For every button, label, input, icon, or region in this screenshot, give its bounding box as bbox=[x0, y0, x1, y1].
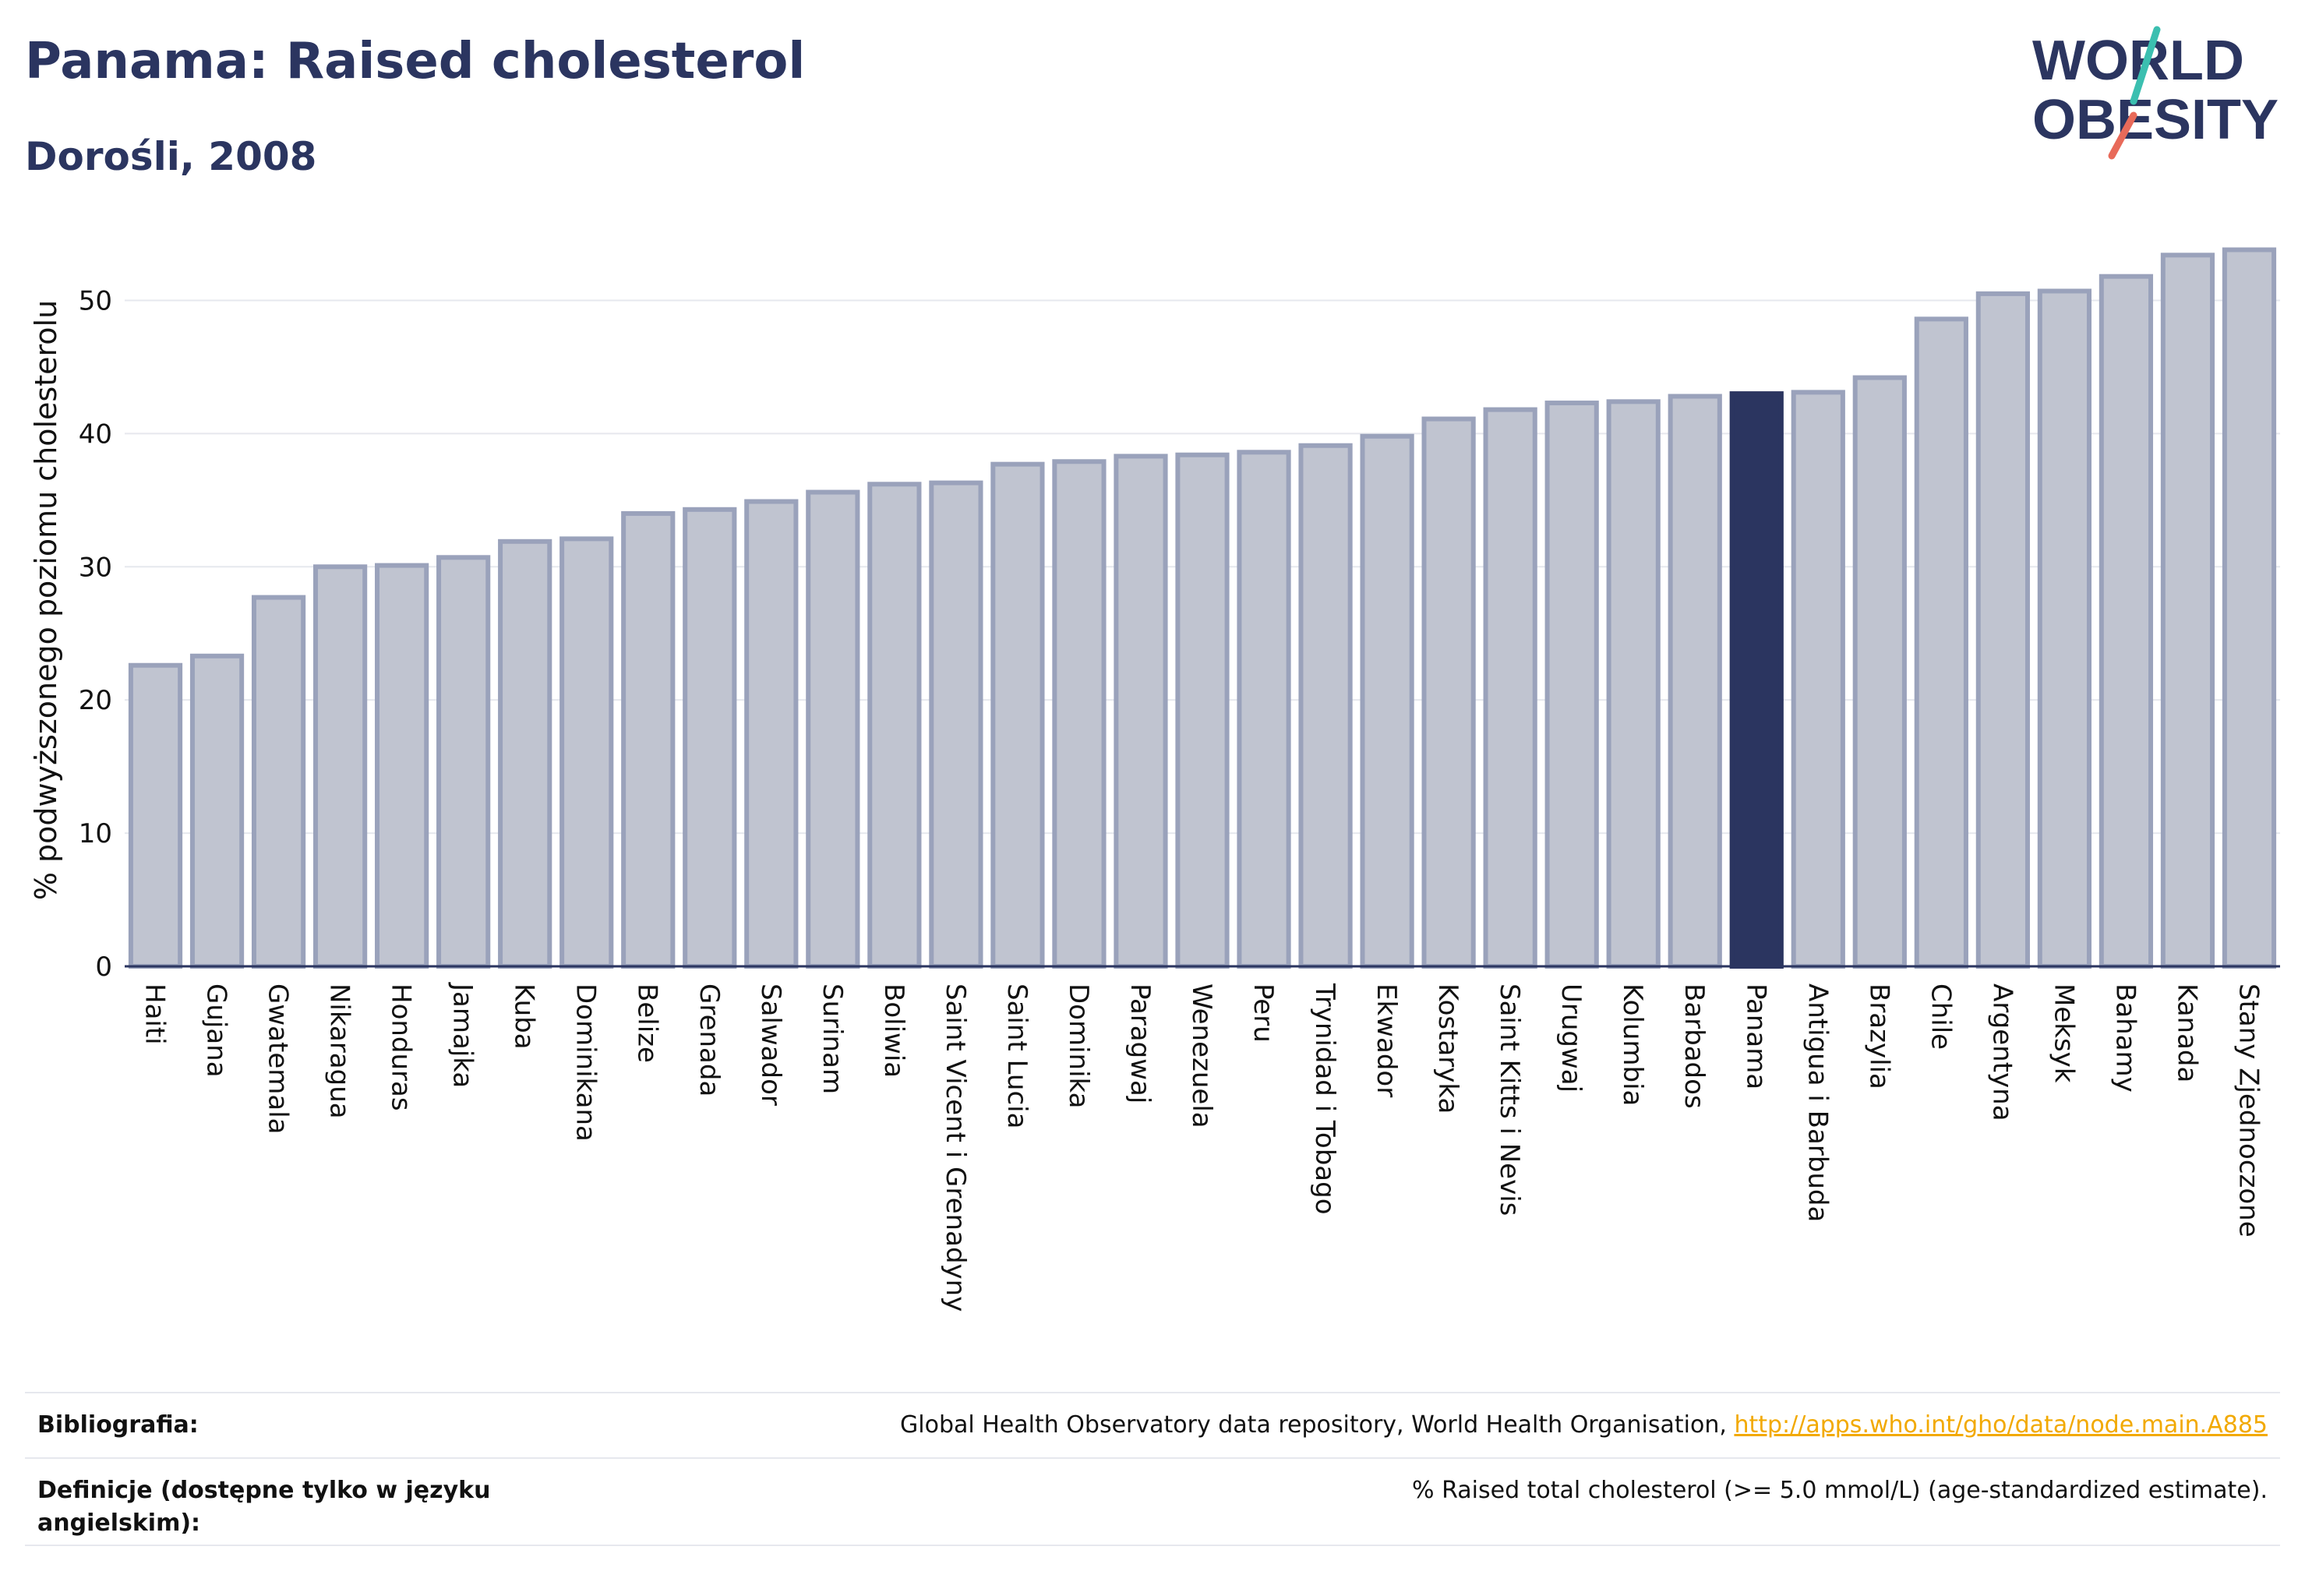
bar bbox=[1237, 450, 1291, 969]
bar bbox=[251, 595, 306, 969]
bar bbox=[867, 482, 922, 969]
bar bbox=[312, 564, 368, 969]
bar bbox=[990, 461, 1045, 969]
x-tick-label: Boliwia bbox=[878, 983, 909, 1078]
bar bbox=[1421, 416, 1476, 969]
y-tick-label: 0 bbox=[95, 952, 112, 983]
bibliography-value: Global Health Observatory data repositor… bbox=[900, 1409, 2268, 1442]
x-tick-label: Paragwaj bbox=[1124, 983, 1156, 1103]
x-tick-label: Brazylia bbox=[1863, 983, 1894, 1089]
x-tick-label: Belize bbox=[632, 983, 663, 1063]
x-tick-label: Bahamy bbox=[2109, 983, 2141, 1093]
x-tick-label: Kostaryka bbox=[1432, 983, 1463, 1114]
y-tick-label: 50 bbox=[79, 285, 112, 316]
x-tick-label: Kuba bbox=[509, 983, 540, 1050]
bar-chart: 0 10 20 30 40 50 % podwyższonego poziomu chole… bbox=[29, 247, 2280, 1312]
y-axis-label: % podwyższonego poziomu cholesterolu bbox=[29, 300, 63, 900]
y-tick-label: 10 bbox=[79, 818, 112, 849]
bibliography-text: Global Health Observatory data repositor… bbox=[900, 1411, 1735, 1439]
bar bbox=[375, 563, 429, 969]
x-tick-label: Haiti bbox=[139, 983, 171, 1045]
bar bbox=[1175, 452, 1230, 969]
x-tick-label: Wenezuela bbox=[1186, 983, 1217, 1128]
bar bbox=[1360, 433, 1414, 969]
x-tick-label: Meksyk bbox=[2048, 983, 2079, 1083]
footer-bottom-divider bbox=[25, 1545, 2280, 1548]
bar bbox=[2222, 247, 2277, 969]
bar bbox=[1483, 407, 1537, 969]
bar bbox=[683, 507, 737, 969]
x-tick-label: Chile bbox=[1925, 983, 1956, 1050]
x-tick-label: Jamajka bbox=[447, 982, 478, 1088]
bibliography-label: Bibliografia: bbox=[37, 1411, 199, 1439]
bar bbox=[128, 662, 183, 969]
x-tick-label: Peru bbox=[1248, 983, 1279, 1043]
bar bbox=[1914, 316, 1968, 969]
bar bbox=[1544, 401, 1599, 969]
y-tick-label: 40 bbox=[79, 418, 112, 450]
bar bbox=[1114, 454, 1168, 969]
bar bbox=[1852, 375, 1907, 969]
bar bbox=[1791, 390, 1845, 969]
x-tick-label: Surinam bbox=[817, 983, 848, 1094]
x-tick-label: Urugwaj bbox=[1555, 983, 1587, 1093]
bar bbox=[744, 499, 799, 969]
definitions-value: % Raised total cholesterol (>= 5.0 mmol/… bbox=[1412, 1477, 2268, 1504]
x-tick-label: Kanada bbox=[2171, 983, 2202, 1082]
x-tick-label: Gujana bbox=[201, 983, 232, 1078]
bar bbox=[189, 653, 245, 969]
bar bbox=[2099, 274, 2154, 969]
x-tick-label: Gwatemala bbox=[263, 983, 294, 1134]
bar bbox=[436, 555, 491, 969]
bar bbox=[1668, 394, 1722, 969]
x-tick-label: Saint Vicent i Grenadyny bbox=[940, 983, 971, 1312]
x-tick-label: Saint Lucia bbox=[1001, 983, 1032, 1128]
bar bbox=[621, 510, 676, 969]
x-tick-label: Nikaragua bbox=[324, 983, 355, 1119]
x-tick-label: Grenada bbox=[694, 983, 725, 1096]
x-tick-label: Ekwador bbox=[1371, 983, 1402, 1097]
y-tick-label: 30 bbox=[79, 552, 112, 583]
bibliography-link[interactable]: http://apps.who.int/gho/data/node.main.A… bbox=[1734, 1411, 2268, 1439]
bar bbox=[2037, 288, 2092, 969]
bibliography-row: Bibliografia: Global Health Observatory … bbox=[25, 1392, 2280, 1457]
x-tick-label: Salwador bbox=[755, 983, 786, 1106]
x-tick-label: Antigua i Barbuda bbox=[1802, 983, 1833, 1222]
x-tick-label: Saint Kitts i Nevis bbox=[1494, 983, 1525, 1216]
x-tick-label: Kolumbia bbox=[1617, 983, 1648, 1106]
bar bbox=[1729, 391, 1784, 969]
x-tick-label: Dominikana bbox=[570, 983, 602, 1142]
bar bbox=[1975, 291, 2030, 969]
x-tick-label: Argentyna bbox=[1986, 983, 2017, 1121]
logo-slash-red bbox=[2108, 111, 2137, 160]
x-tick-label: Barbados bbox=[1678, 983, 1710, 1109]
bar bbox=[929, 480, 983, 969]
definitions-row: Definicje (dostępne tylko w języku angie… bbox=[25, 1457, 2280, 1545]
x-tick-label: Trynidad i Tobago bbox=[1309, 983, 1340, 1215]
x-tick-label: Stany Zjednoczone bbox=[2233, 983, 2264, 1238]
world-obesity-logo: WORLD OBESITY bbox=[2032, 26, 2279, 160]
y-tick-label: 20 bbox=[79, 685, 112, 716]
bar bbox=[806, 489, 860, 969]
logo-slash-teal bbox=[2130, 26, 2161, 105]
page-title: Panama: Raised cholesterol bbox=[25, 33, 806, 90]
bar bbox=[1606, 399, 1661, 969]
definitions-label: Definicje (dostępne tylko w języku angie… bbox=[37, 1477, 491, 1537]
x-tick-label: Panama bbox=[1740, 983, 1771, 1089]
bar bbox=[498, 538, 552, 969]
logo-text-obesity: OBESITY bbox=[2032, 89, 2279, 151]
x-tick-label: Dominika bbox=[1063, 983, 1094, 1108]
bar bbox=[2160, 252, 2215, 969]
x-tick-label: Honduras bbox=[386, 983, 417, 1111]
bar bbox=[1052, 459, 1107, 969]
bar bbox=[559, 536, 614, 969]
page-subtitle: Dorośli, 2008 bbox=[25, 134, 317, 179]
bar bbox=[1298, 443, 1353, 969]
